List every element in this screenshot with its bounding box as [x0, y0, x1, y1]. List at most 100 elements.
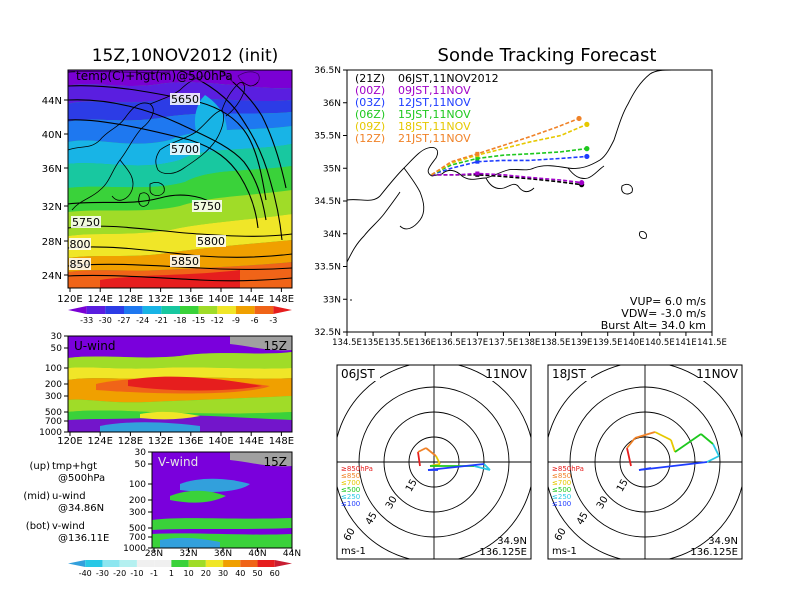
lon-tick-label: 120E — [57, 294, 82, 305]
map-frame — [67, 69, 293, 289]
lon-tick-label: 144E — [238, 294, 263, 305]
colorbar-tick-label: -10 — [130, 569, 143, 578]
tracking-y-axis: 36.5N 36N 35.5N 35N 34.5N 34N 33.5N 33N 32.5N — [314, 66, 347, 338]
legend-time: 06JST,11NOV2012 — [398, 72, 499, 85]
hodograph-ring-label: 60 — [553, 526, 569, 543]
note-key: (mid) — [23, 491, 50, 502]
hodograph-segment — [626, 447, 632, 467]
lon-tick-label: 136E — [178, 436, 203, 447]
hodograph-segment — [483, 463, 491, 471]
note-text: u-wind — [52, 491, 86, 502]
lat-tick-label: 32N — [179, 549, 197, 559]
tracking-x-axis: 134.5E 135E 135.5E 136E 136.5E 137E 137.5E 138E… — [332, 332, 727, 348]
hodograph-title: 06JST — [341, 367, 375, 381]
trajectory-marker — [475, 151, 480, 156]
hodograph-segment — [638, 467, 652, 471]
colorbar-swatch — [142, 306, 162, 314]
contour-label: 800 — [70, 238, 91, 251]
lon-tick-label: 136E — [178, 294, 203, 305]
hodograph-frame — [336, 364, 532, 560]
level-tick-label: 1000 — [39, 428, 62, 438]
trajectory-marker — [475, 159, 480, 164]
contour-label: 5800 — [197, 235, 225, 248]
level-tick-label: 500 — [129, 524, 146, 534]
hodograph-date-bg — [487, 367, 529, 381]
legend-time: 12JST,11NOV — [398, 96, 471, 109]
colorbar-swatch — [124, 306, 143, 314]
legend-time: 21JST,11NOV — [398, 132, 471, 145]
note-text: v-wind — [52, 521, 85, 532]
hodograph-legend-entry: ≤500 — [341, 486, 360, 494]
x-tick-label: 140.5E — [645, 338, 675, 348]
x-tick-label: 134.5E — [332, 338, 362, 348]
hodograph-title: 18JST — [552, 367, 586, 381]
colorbar-tick-label: -27 — [117, 316, 130, 325]
hodograph-unit: ms-1 — [341, 546, 366, 557]
legend-time: 09JST,11NOV — [398, 84, 471, 97]
level-tick-label: 700 — [45, 417, 62, 427]
y-tick-label: 34.5N — [314, 197, 341, 207]
note-text: @136.11E — [58, 533, 109, 544]
trajectory-line — [431, 147, 587, 176]
hodograph-legend-entry: ≤250 — [552, 493, 571, 501]
hodograph-segment — [473, 465, 491, 471]
hodograph-segment — [435, 455, 441, 465]
colorbar-swatch — [273, 306, 292, 314]
lat-tick-label: 44N — [42, 96, 62, 107]
map-variable-label: temp(C)+hgt(m)@500hPa — [76, 69, 233, 83]
colorbar-swatch — [85, 560, 103, 567]
band-hot-12 — [100, 270, 240, 288]
hodograph-legend-entry: ≤850 — [552, 472, 571, 480]
trajectory-lines — [431, 115, 590, 188]
lat-tick-label: 32N — [42, 202, 62, 213]
level-tick-label: 300 — [129, 508, 146, 518]
colorbar-swatch — [188, 560, 206, 567]
hodograph-ring-label: 30 — [384, 494, 400, 511]
band-warm-9 — [68, 214, 292, 258]
note-text: @34.86N — [58, 503, 104, 514]
legend-run: (06Z) — [355, 108, 385, 121]
lon-tick-label: 148E — [269, 294, 294, 305]
u-wind-label: U-wind — [74, 339, 115, 353]
colorbar-tick-label: -1 — [150, 569, 158, 578]
colorbar-swatch — [102, 560, 120, 567]
colorbar-tick-label: -18 — [173, 316, 186, 325]
v-wind-lat-axis: 28N 32N 36N 40N 44N — [145, 548, 301, 559]
hodograph-segment — [427, 463, 485, 471]
tracking-title: Sonde Tracking Forecast — [438, 45, 657, 66]
v-wind-label: V-wind — [158, 455, 198, 469]
colorbar-tick-label: 10 — [184, 569, 194, 578]
contour-label-group: 5650 5700 5750 5750 5800 5850 800 850 — [69, 93, 226, 271]
level-tick-label: 200 — [45, 380, 62, 390]
note-key: (bot) — [26, 521, 50, 532]
lon-tick-label: 144E — [238, 436, 263, 447]
x-tick-label: 139E — [571, 338, 593, 348]
level-tick-label: 1000 — [123, 544, 146, 554]
y-tick-label: 35.5N — [314, 132, 341, 142]
map-lat-axis: 44N 40N 36N 32N 28N 24N — [42, 96, 68, 282]
hodograph-rings — [548, 365, 742, 559]
colorbar-swatch — [86, 306, 106, 314]
x-tick-label: 138E — [519, 338, 541, 348]
y-tick-label: 35N — [323, 164, 341, 174]
height-contours — [68, 70, 292, 282]
tracking-coastlines — [347, 70, 673, 301]
level-tick-label: 30 — [135, 448, 147, 458]
colorbar-tick-label: 50 — [252, 569, 262, 578]
lon-tick-label: 128E — [118, 436, 143, 447]
band-warm-8 — [68, 190, 292, 236]
hodograph-legend-entry: ≤250 — [341, 493, 360, 501]
hodograph-date: 11NOV — [485, 367, 527, 381]
x-tick-label: 139.5E — [593, 338, 623, 348]
colorbar-tick-label: -9 — [232, 316, 240, 325]
colorbar-tick-label: -20 — [113, 569, 126, 578]
lat-tick-label: 36N — [214, 549, 232, 559]
colorbar-swatch — [119, 560, 137, 567]
hodograph-unit: ms-1 — [552, 546, 577, 557]
trajectory-endpoint — [584, 146, 590, 152]
colorbar-swatch — [240, 560, 258, 567]
hodograph-legend-entry: ≤100 — [552, 500, 571, 508]
